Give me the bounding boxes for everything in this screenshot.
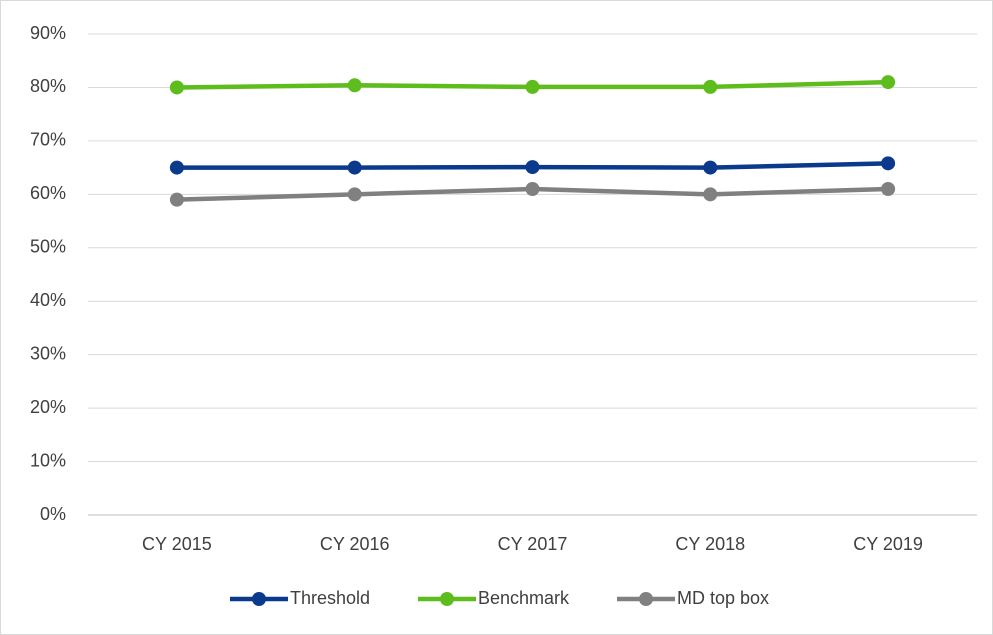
data-point	[169, 160, 184, 175]
x-tick-label: CY 2015	[142, 534, 212, 554]
data-point	[881, 181, 896, 196]
data-point	[169, 80, 184, 95]
data-point	[347, 187, 362, 202]
data-point	[525, 160, 540, 175]
y-tick-label: 30%	[30, 343, 66, 363]
x-tick-label: CY 2018	[675, 534, 745, 554]
x-tick-label: CY 2017	[498, 534, 568, 554]
x-tick-label: CY 2019	[853, 534, 923, 554]
legend-marker	[252, 592, 266, 606]
data-point	[169, 192, 184, 207]
data-point	[347, 78, 362, 93]
legend-marker	[639, 592, 653, 606]
legend-label: Benchmark	[478, 588, 570, 608]
legend-marker	[440, 592, 454, 606]
y-tick-label: 70%	[30, 130, 66, 150]
y-tick-label: 40%	[30, 290, 66, 310]
y-tick-label: 0%	[40, 504, 66, 524]
y-tick-label: 60%	[30, 183, 66, 203]
x-tick-label: CY 2016	[320, 534, 390, 554]
y-tick-label: 10%	[30, 450, 66, 470]
data-point	[703, 187, 718, 202]
data-point	[703, 79, 718, 94]
data-point	[525, 181, 540, 196]
y-tick-label: 50%	[30, 237, 66, 257]
legend-label: MD top box	[677, 588, 769, 608]
legend-label: Threshold	[290, 588, 370, 608]
data-point	[347, 160, 362, 175]
y-tick-label: 90%	[30, 23, 66, 43]
y-tick-label: 20%	[30, 397, 66, 417]
data-point	[703, 160, 718, 175]
y-tick-label: 80%	[30, 76, 66, 96]
data-point	[881, 156, 896, 171]
data-point	[525, 79, 540, 94]
data-point	[881, 75, 896, 90]
